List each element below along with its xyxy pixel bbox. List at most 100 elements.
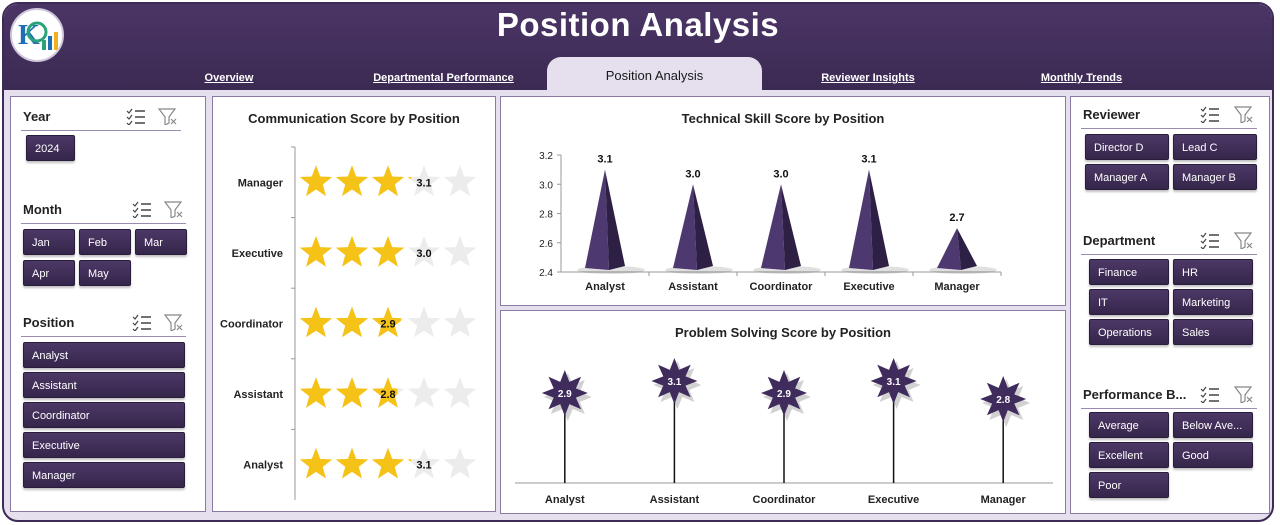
- department-chip-sales[interactable]: Sales: [1173, 319, 1253, 345]
- data-label: 3.0: [685, 168, 700, 180]
- data-label: 2.9: [558, 389, 572, 400]
- multi-select-icon[interactable]: [1199, 385, 1221, 404]
- position-chip-executive[interactable]: Executive: [23, 432, 185, 458]
- rating-star: [371, 235, 405, 267]
- x-category-label: Analyst: [545, 494, 585, 506]
- month-chip-feb[interactable]: Feb: [79, 229, 131, 255]
- tab-position-analysis[interactable]: Position Analysis: [547, 57, 762, 91]
- multi-select-icon[interactable]: [1199, 231, 1221, 250]
- department-chip-hr[interactable]: HR: [1173, 259, 1253, 285]
- department-chip-operations[interactable]: Operations: [1089, 319, 1169, 345]
- tab-reviewer-insights[interactable]: Reviewer Insights: [821, 72, 915, 84]
- position-chip-manager[interactable]: Manager: [23, 462, 185, 488]
- x-category-label: Executive: [868, 494, 919, 506]
- clear-filter-icon[interactable]: [157, 107, 179, 126]
- month-slicer-header: Month: [21, 194, 186, 224]
- position-chip-analyst[interactable]: Analyst: [23, 342, 185, 368]
- performance-chip-poor[interactable]: Poor: [1089, 472, 1169, 498]
- problem-solving-chart-title: Problem Solving Score by Position: [675, 325, 891, 340]
- rating-star: [371, 377, 405, 408]
- x-category-label: Analyst: [585, 281, 625, 293]
- left-slicer-panel: Year 2024 Month Jan Feb Mar Apr May Posi…: [10, 96, 206, 512]
- position-chip-coordinator[interactable]: Coordinator: [23, 402, 185, 428]
- tab-overview[interactable]: Overview: [204, 72, 254, 84]
- reviewer-chip-manager-a[interactable]: Manager A: [1085, 164, 1169, 190]
- clear-filter-icon[interactable]: [1233, 385, 1255, 404]
- rating-star: [335, 165, 369, 197]
- communication-chart-panel: Communication Score by Position Manager 3…: [212, 96, 496, 512]
- data-label: 3.1: [667, 377, 681, 388]
- problem-solving-chart-panel: Problem Solving Score by Position 2.9 Ana…: [500, 310, 1066, 514]
- department-chip-it[interactable]: IT: [1089, 289, 1169, 315]
- department-chip-marketing[interactable]: Marketing: [1173, 289, 1253, 315]
- data-label: 3.0: [773, 168, 788, 180]
- y-tick-label: 3.0: [539, 180, 553, 191]
- tab-monthly-trends[interactable]: Monthly Trends: [1040, 72, 1123, 84]
- month-chip-apr[interactable]: Apr: [23, 260, 75, 286]
- month-chip-mar[interactable]: Mar: [135, 229, 187, 255]
- x-category-label: Assistant: [650, 494, 700, 506]
- rating-star: [443, 306, 477, 338]
- reviewer-slicer-title: Reviewer: [1083, 107, 1141, 122]
- year-chip[interactable]: 2024: [26, 135, 75, 161]
- pyramid-bar: [673, 184, 697, 270]
- clear-filter-icon[interactable]: [1233, 231, 1255, 250]
- x-category-label: Coordinator: [753, 494, 817, 506]
- multi-select-icon[interactable]: [131, 200, 153, 219]
- multi-select-icon[interactable]: [125, 107, 147, 126]
- reviewer-chip-director-d[interactable]: Director D: [1085, 134, 1169, 160]
- category-label: Analyst: [243, 460, 283, 472]
- rating-star: [407, 235, 441, 267]
- pyramid-bar-side: [957, 228, 977, 270]
- data-label: 3.1: [887, 377, 901, 388]
- data-label: 2.9: [380, 319, 395, 331]
- performance-chip-excellent[interactable]: Excellent: [1089, 442, 1169, 468]
- performance-chip-average[interactable]: Average: [1089, 412, 1169, 438]
- clear-filter-icon[interactable]: [163, 313, 185, 332]
- rating-star: [407, 447, 441, 479]
- month-chip-may[interactable]: May: [79, 260, 131, 286]
- starburst-marker: [761, 370, 807, 416]
- clear-filter-icon[interactable]: [163, 200, 185, 219]
- rating-star: [335, 306, 369, 338]
- reviewer-slicer-header: Reviewer: [1081, 99, 1257, 129]
- performance-chip-good[interactable]: Good: [1173, 442, 1253, 468]
- performance-slicer-title: Performance B...: [1083, 387, 1187, 402]
- communication-chart-title: Communication Score by Position: [248, 111, 460, 126]
- month-chip-jan[interactable]: Jan: [23, 229, 75, 255]
- tab-departmental-performance[interactable]: Departmental Performance: [373, 72, 514, 84]
- category-label: Assistant: [233, 389, 283, 401]
- problem-solving-chart: 2.9 Analyst 3.1 Assistant 2.9 Coordinator 3.1 E…: [515, 358, 1053, 506]
- x-category-label: Executive: [843, 281, 894, 293]
- multi-select-icon[interactable]: [1199, 105, 1221, 124]
- x-category-label: Manager: [981, 494, 1027, 506]
- pyramid-bar-side: [693, 184, 713, 270]
- rating-star: [407, 306, 441, 338]
- technical-chart: 2.4 2.6 2.8 3.0 3.2 3.1 Analyst 3.0 Assistant 3.0…: [539, 151, 1002, 293]
- rating-star: [371, 447, 405, 479]
- starburst-marker: [980, 376, 1027, 422]
- reviewer-chip-manager-b[interactable]: Manager B: [1173, 164, 1257, 190]
- position-slicer-title: Position: [23, 315, 75, 330]
- clear-filter-icon[interactable]: [1233, 105, 1255, 124]
- pyramid-bar: [849, 169, 873, 270]
- position-chip-assistant[interactable]: Assistant: [23, 372, 185, 398]
- department-chip-finance[interactable]: Finance: [1089, 259, 1169, 285]
- y-tick-label: 3.2: [539, 151, 553, 162]
- data-label: 2.8: [996, 395, 1010, 406]
- rating-star: [371, 165, 405, 197]
- rating-star: [371, 306, 405, 338]
- pyramid-bar-side: [605, 169, 625, 270]
- pyramid-bar: [585, 169, 609, 270]
- starburst-marker: [870, 358, 917, 404]
- rating-star: [443, 447, 477, 479]
- department-slicer-title: Department: [1083, 233, 1156, 248]
- rating-star: [335, 447, 369, 479]
- performance-chip-below-average[interactable]: Below Ave...: [1173, 412, 1253, 438]
- starburst-marker: [651, 358, 698, 404]
- multi-select-icon[interactable]: [131, 313, 153, 332]
- data-label: 2.9: [777, 389, 791, 400]
- rating-star: [335, 377, 369, 408]
- reviewer-chip-lead-c[interactable]: Lead C: [1173, 134, 1257, 160]
- rating-star: [299, 306, 333, 338]
